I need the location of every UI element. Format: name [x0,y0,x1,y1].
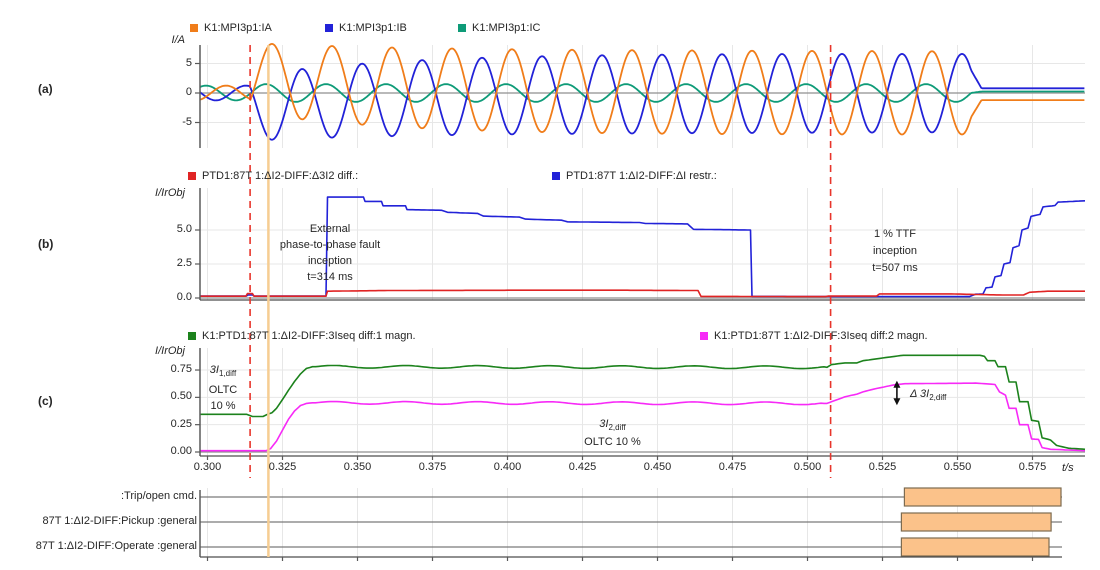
legend-swatch-icon [700,332,708,340]
plot-c-label: (c) [38,394,53,408]
annotation-i2diff: 3I2,diff OLTC 10 % [584,418,641,449]
annotation-i1diff: 3I1,diff OLTC 10 % [208,364,238,413]
digital-label-pickup: 87T 1:ΔI2-DIFF:Pickup :general [42,515,198,527]
legend-item: K1:MPI3p1:IB [325,22,407,34]
x-tick-label: 0.575 [1018,461,1047,473]
plot-b-label: (b) [38,237,54,251]
y-tick-label: 0 [185,86,192,98]
x-tick-label: 0.550 [943,461,972,473]
plot-a-label: (a) [38,82,53,96]
legend-item: PTD1:87T 1:ΔI2-DIFF:Δ3I2 diff.: [188,170,358,182]
series-c [200,354,1086,451]
series-b [200,289,1085,298]
legend-swatch-icon [190,24,198,32]
x-tick-label: 0.300 [193,461,222,473]
legend-label: K1:MPI3p1:IC [472,22,541,34]
y-axis-label-a: I/A [171,34,185,46]
y-tick-label: 2.5 [176,257,192,269]
series-c [200,382,1086,452]
legend-label: PTD1:87T 1:ΔI2-DIFF:ΔI restr.: [566,170,717,182]
x-tick-label: 0.425 [568,461,597,473]
annotation-ttf: 1 % TTF inception t=507 ms [872,228,918,274]
y-axis-label-b: I/IrObj [155,187,185,199]
digital-active-bar [900,537,1050,557]
series-a [200,43,1085,136]
x-tick-label: 0.450 [643,461,672,473]
y-tick-label: -5 [182,115,192,128]
y-tick-label: 5.0 [176,223,192,235]
legend-label: K1:MPI3p1:IA [204,22,272,34]
y-tick-label: 0.00 [170,445,192,457]
x-axis-unit-label: t/s [1062,462,1074,474]
annotation-delta-i2diff: Δ 3I2,diff [910,388,947,403]
legend-item: K1:PTD1:87T 1:ΔI2-DIFF:3Iseq diff:2 magn… [700,330,928,342]
digital-label-trip: :Trip/open cmd. [120,490,197,502]
x-tick-label: 0.350 [343,461,372,473]
annotation-external-fault: External phase-to-phase fault inception … [279,223,381,283]
legend-label: PTD1:87T 1:ΔI2-DIFF:Δ3I2 diff.: [202,170,359,182]
delta-i2diff-arrow [893,380,901,406]
legend-swatch-icon [458,24,466,32]
y-tick-label: 0.75 [170,363,192,376]
y-tick-label: 0.50 [170,390,192,403]
y-tick-label: 5 [185,56,192,69]
legend-label: K1:MPI3p1:IB [339,22,407,34]
digital-active-bar [903,487,1062,507]
legend-item: K1:MPI3p1:IA [190,22,272,34]
y-axis-label-c: I/IrObj [155,345,185,357]
legend-item: K1:MPI3p1:IC [458,22,540,34]
legend-swatch-icon [188,172,196,180]
legend-item: K1:PTD1:87T 1:ΔI2-DIFF:3Iseq diff:1 magn… [188,330,416,342]
digital-active-bar [900,512,1052,532]
legend-swatch-icon [552,172,560,180]
series-a [200,53,1085,141]
legend-item: PTD1:87T 1:ΔI2-DIFF:ΔI restr.: [552,170,717,182]
legend-swatch-icon [188,332,196,340]
legend-swatch-icon [325,24,333,32]
x-tick-label: 0.375 [418,461,447,473]
digital-label-operate: 87T 1:ΔI2-DIFF:Operate :general [35,540,197,552]
x-tick-label: 0.400 [493,461,522,473]
x-tick-label: 0.525 [868,461,897,473]
y-tick-label: 0.25 [170,417,192,430]
legend-label: K1:PTD1:87T 1:ΔI2-DIFF:3Iseq diff:1 magn… [202,330,416,342]
y-tick-label: 0.0 [176,291,192,303]
x-tick-label: 0.475 [718,461,747,473]
legend-label: K1:PTD1:87T 1:ΔI2-DIFF:3Iseq diff:2 magn… [714,330,928,342]
x-tick-label: 0.500 [793,461,822,473]
series-b [200,196,1086,298]
x-tick-label: 0.325 [268,461,297,473]
